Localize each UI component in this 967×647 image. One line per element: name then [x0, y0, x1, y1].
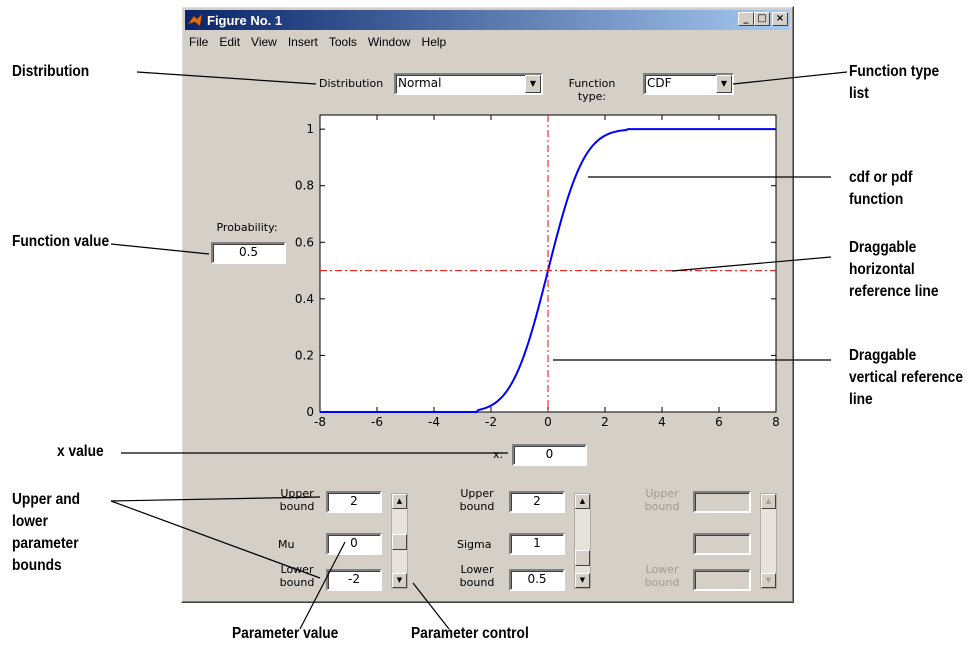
menu-bar: File Edit View Insert Tools Window Help — [189, 35, 457, 49]
param1-lower-label: Lower bound — [279, 563, 315, 589]
param2-slider[interactable]: ▲ ▼ — [574, 493, 591, 589]
param2-upper-label: Upper bound — [459, 487, 495, 513]
callout-x-value: x value — [57, 443, 104, 460]
function-type-label: Function type: — [568, 77, 616, 103]
probability-label: Probability: — [216, 221, 278, 234]
menu-insert[interactable]: Insert — [287, 35, 318, 49]
y-tick-label: 1 — [306, 122, 314, 136]
x-tick-label: -4 — [428, 415, 440, 429]
window-title: Figure No. 1 — [207, 12, 283, 28]
callout-bounds: Upper and lower parameter bounds — [12, 491, 81, 574]
cdf-plot: -8 -6 -4 -2 0 2 4 6 8 0 0.2 0.4 0.6 0.8 1 — [295, 114, 780, 429]
function-type-value: CDF — [647, 76, 672, 90]
matlab-logo-icon — [187, 12, 203, 28]
slider-thumb[interactable] — [575, 550, 590, 566]
param2-lower-label: Lower bound — [459, 563, 495, 589]
chevron-up-icon[interactable]: ▲ — [392, 494, 407, 509]
param3-value-field — [693, 533, 751, 555]
x-tick-label: -8 — [314, 415, 326, 429]
menu-tools[interactable]: Tools — [328, 35, 357, 49]
chevron-down-icon: ▼ — [761, 573, 776, 588]
chevron-up-icon[interactable]: ▲ — [575, 494, 590, 509]
callout-param-value: Parameter value — [232, 625, 339, 642]
chevron-down-icon[interactable]: ▼ — [575, 573, 590, 588]
x-tick-label: 6 — [715, 415, 723, 429]
distribution-value: Normal — [398, 76, 442, 90]
x-tick-label: 2 — [601, 415, 609, 429]
function-type-dropdown[interactable]: CDF ▼ — [643, 73, 734, 95]
callout-param-control: Parameter control — [411, 625, 529, 642]
y-tick-label: 0.6 — [295, 235, 314, 249]
chevron-down-icon[interactable]: ▼ — [392, 573, 407, 588]
maximize-button[interactable]: □ — [754, 12, 770, 26]
callout-distribution: Distribution — [12, 63, 90, 80]
chevron-down-icon[interactable]: ▼ — [716, 75, 732, 93]
plot-area — [319, 114, 777, 413]
param2-value-field[interactable]: 1 — [509, 533, 565, 555]
param1-upper-field[interactable]: 2 — [326, 491, 382, 513]
y-tick-label: 0.4 — [295, 292, 314, 306]
callout-cdf-pdf: cdf or pdf function — [849, 169, 913, 208]
callout-horizontal-ref: Draggable horizontal reference line — [849, 239, 939, 300]
callout-function-type: Function type list — [849, 63, 940, 102]
param3-lower-label: Lower bound — [644, 563, 680, 589]
param1-name: Mu — [278, 538, 295, 551]
menu-window[interactable]: Window — [367, 35, 411, 49]
param3-slider: ▲ ▼ — [760, 493, 777, 589]
param3-lower-field — [693, 569, 751, 591]
menu-help[interactable]: Help — [421, 35, 447, 49]
menu-file[interactable]: File — [189, 35, 209, 49]
param1-slider[interactable]: ▲ ▼ — [391, 493, 408, 589]
minimize-button[interactable]: _ — [738, 12, 754, 26]
param2-lower-field[interactable]: 0.5 — [509, 569, 565, 591]
y-tick-label: 0 — [306, 405, 314, 419]
x-tick-label: 4 — [658, 415, 666, 429]
probability-field[interactable]: 0.5 — [211, 242, 286, 264]
chevron-up-icon: ▲ — [761, 494, 776, 509]
title-bar[interactable]: Figure No. 1 _ □ × — [185, 10, 790, 30]
x-tick-label: -2 — [485, 415, 497, 429]
x-tick-label: -6 — [371, 415, 383, 429]
x-label: x: — [493, 448, 504, 461]
x-tick-label: 8 — [772, 415, 780, 429]
figure-window: Figure No. 1 _ □ × File Edit View Insert… — [181, 6, 794, 603]
close-button[interactable]: × — [772, 12, 788, 26]
y-tick-label: 0.8 — [295, 179, 314, 193]
x-value-field[interactable]: 0 — [512, 444, 587, 466]
callout-function-value: Function value — [12, 233, 110, 250]
slider-thumb[interactable] — [392, 534, 407, 550]
callout-vertical-ref: Draggable vertical reference line — [849, 347, 963, 408]
distribution-label: Distribution — [319, 77, 384, 90]
menu-edit[interactable]: Edit — [219, 35, 241, 49]
menu-view[interactable]: View — [251, 35, 277, 49]
param3-upper-field — [693, 491, 751, 513]
param1-lower-field[interactable]: -2 — [326, 569, 382, 591]
chevron-down-icon[interactable]: ▼ — [525, 75, 541, 93]
param2-name: Sigma — [457, 538, 492, 551]
x-tick-label: 0 — [544, 415, 552, 429]
param3-upper-label: Upper bound — [644, 487, 680, 513]
y-tick-label: 0.2 — [295, 348, 314, 362]
param1-value-field[interactable]: 0 — [326, 533, 382, 555]
param2-upper-field[interactable]: 2 — [509, 491, 565, 513]
param1-upper-label: Upper bound — [279, 487, 315, 513]
distribution-dropdown[interactable]: Normal ▼ — [394, 73, 543, 95]
